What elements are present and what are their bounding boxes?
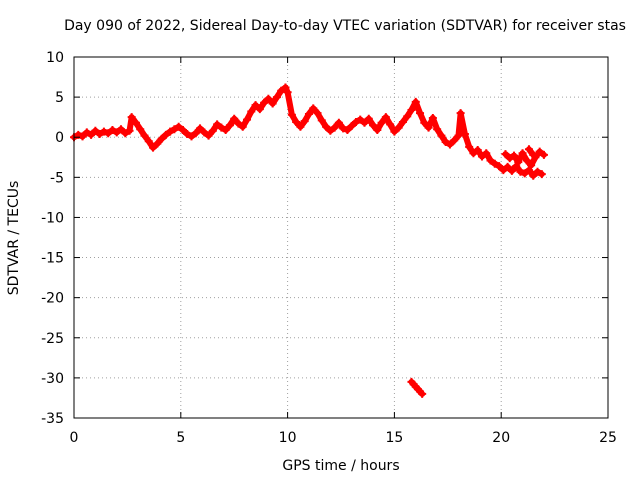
x-tick-label: 15	[385, 430, 403, 446]
y-tick-label: -5	[50, 170, 64, 186]
x-tick-label: 10	[279, 430, 297, 446]
y-tick-label: -20	[41, 291, 64, 307]
y-tick-label: -15	[41, 251, 64, 267]
x-tick-label: 0	[70, 430, 79, 446]
y-tick-label: -10	[41, 210, 64, 226]
y-tick-label: -30	[41, 371, 64, 387]
data-point-marker	[418, 389, 427, 398]
x-axis-label: GPS time / hours	[282, 458, 400, 474]
plot-frame	[73, 56, 609, 419]
y-axis-label: SDTVAR / TECUs	[6, 180, 22, 296]
tick-layer: 0 5 10 15 20 25 10 5 0 -5 -10 -15 -20 -25 -30 -35	[41, 50, 617, 446]
y-tick-label: -35	[41, 411, 64, 427]
y-tick-label: 0	[55, 130, 64, 146]
x-tick-label: 25	[599, 430, 617, 446]
data-layer	[70, 83, 548, 398]
y-tick-label: 5	[55, 90, 64, 106]
y-tick-label: -25	[41, 331, 64, 347]
x-tick-label: 5	[176, 430, 185, 446]
y-tick-label: 10	[46, 50, 64, 66]
data-point-marker	[539, 150, 548, 159]
chart-title: Day 090 of 2022, Sidereal Day-to-day VTE…	[64, 18, 626, 34]
data-point-marker	[529, 150, 538, 159]
data-point-marker	[537, 170, 546, 179]
x-tick-label: 20	[492, 430, 510, 446]
grid-layer	[74, 57, 608, 418]
